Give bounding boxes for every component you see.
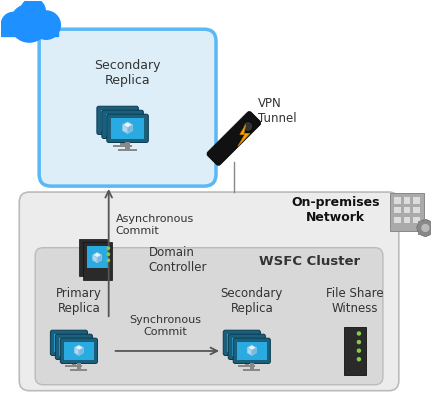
Circle shape	[32, 11, 60, 39]
Polygon shape	[74, 348, 79, 356]
Bar	[111, 118, 144, 139]
Bar	[403, 207, 410, 213]
Text: On-premises
Network: On-premises Network	[291, 196, 379, 224]
Circle shape	[421, 224, 429, 232]
Bar	[237, 341, 267, 360]
FancyBboxPatch shape	[390, 193, 423, 231]
Text: VPN
Tunnel: VPN Tunnel	[258, 97, 296, 124]
Bar	[64, 341, 94, 360]
Bar	[240, 356, 244, 362]
FancyBboxPatch shape	[79, 239, 107, 276]
Bar	[66, 365, 83, 367]
FancyBboxPatch shape	[51, 330, 88, 356]
Bar	[72, 360, 76, 366]
Bar	[238, 365, 255, 367]
Bar	[429, 232, 432, 235]
Polygon shape	[247, 345, 256, 350]
Bar	[416, 226, 419, 229]
Text: Asynchronous
Commit: Asynchronous Commit	[116, 214, 194, 236]
Bar	[418, 221, 422, 224]
Bar	[121, 139, 125, 145]
Circle shape	[243, 122, 253, 131]
Circle shape	[21, 0, 45, 23]
Bar	[54, 334, 84, 352]
FancyBboxPatch shape	[19, 192, 399, 391]
Bar	[245, 360, 249, 366]
Circle shape	[357, 340, 361, 344]
Bar	[60, 361, 77, 363]
Bar	[394, 197, 400, 204]
Bar	[106, 114, 139, 135]
Bar	[113, 145, 132, 147]
Polygon shape	[238, 124, 250, 146]
Bar	[118, 149, 137, 151]
Bar	[115, 135, 120, 141]
FancyBboxPatch shape	[228, 334, 265, 360]
Bar	[101, 110, 134, 131]
FancyBboxPatch shape	[39, 29, 216, 186]
Bar	[70, 369, 87, 371]
Text: Domain
Controller: Domain Controller	[149, 246, 207, 274]
Polygon shape	[74, 345, 83, 350]
Bar	[424, 234, 427, 237]
Bar	[233, 361, 250, 363]
Bar	[108, 141, 127, 143]
Polygon shape	[79, 348, 83, 356]
Text: Secondary
Replica: Secondary Replica	[221, 287, 283, 315]
Circle shape	[1, 13, 25, 36]
Circle shape	[106, 259, 110, 262]
Bar	[413, 207, 420, 213]
Polygon shape	[127, 125, 133, 134]
FancyBboxPatch shape	[60, 338, 98, 364]
Text: Primary
Replica: Primary Replica	[56, 287, 102, 315]
Text: WSFC Cluster: WSFC Cluster	[259, 255, 360, 268]
Bar	[413, 217, 420, 223]
Bar	[429, 221, 432, 224]
Text: Secondary
Replica: Secondary Replica	[94, 59, 161, 87]
Bar	[227, 334, 257, 352]
Bar	[59, 337, 89, 356]
FancyBboxPatch shape	[97, 106, 138, 135]
Polygon shape	[92, 255, 97, 263]
Bar	[243, 369, 260, 371]
FancyBboxPatch shape	[344, 327, 366, 375]
FancyBboxPatch shape	[207, 112, 261, 166]
Bar	[250, 364, 254, 370]
Bar	[418, 232, 422, 235]
Bar	[1, 21, 57, 36]
Bar	[403, 197, 410, 204]
Polygon shape	[92, 252, 102, 258]
Circle shape	[106, 246, 110, 250]
Bar	[403, 217, 410, 223]
Bar	[232, 337, 262, 356]
Bar	[77, 364, 81, 370]
Text: Synchronous
Commit: Synchronous Commit	[129, 316, 201, 337]
Circle shape	[357, 331, 361, 336]
Polygon shape	[123, 125, 127, 134]
Circle shape	[106, 252, 110, 256]
FancyBboxPatch shape	[55, 334, 92, 360]
FancyBboxPatch shape	[83, 242, 112, 280]
Bar	[424, 219, 427, 222]
FancyBboxPatch shape	[102, 110, 143, 139]
Bar	[394, 207, 400, 213]
Circle shape	[10, 4, 48, 42]
Bar	[413, 197, 420, 204]
FancyBboxPatch shape	[233, 338, 270, 364]
Polygon shape	[252, 348, 256, 356]
Bar	[67, 356, 71, 362]
Polygon shape	[123, 122, 133, 128]
Polygon shape	[247, 348, 252, 356]
FancyBboxPatch shape	[35, 248, 383, 385]
Bar	[87, 246, 108, 268]
FancyBboxPatch shape	[107, 114, 148, 143]
Polygon shape	[97, 255, 102, 263]
FancyBboxPatch shape	[223, 330, 260, 356]
Circle shape	[357, 348, 361, 353]
Text: File Share
Witness: File Share Witness	[326, 287, 384, 315]
Bar	[125, 143, 130, 149]
Circle shape	[357, 357, 361, 362]
Circle shape	[417, 220, 432, 236]
Bar	[394, 217, 400, 223]
